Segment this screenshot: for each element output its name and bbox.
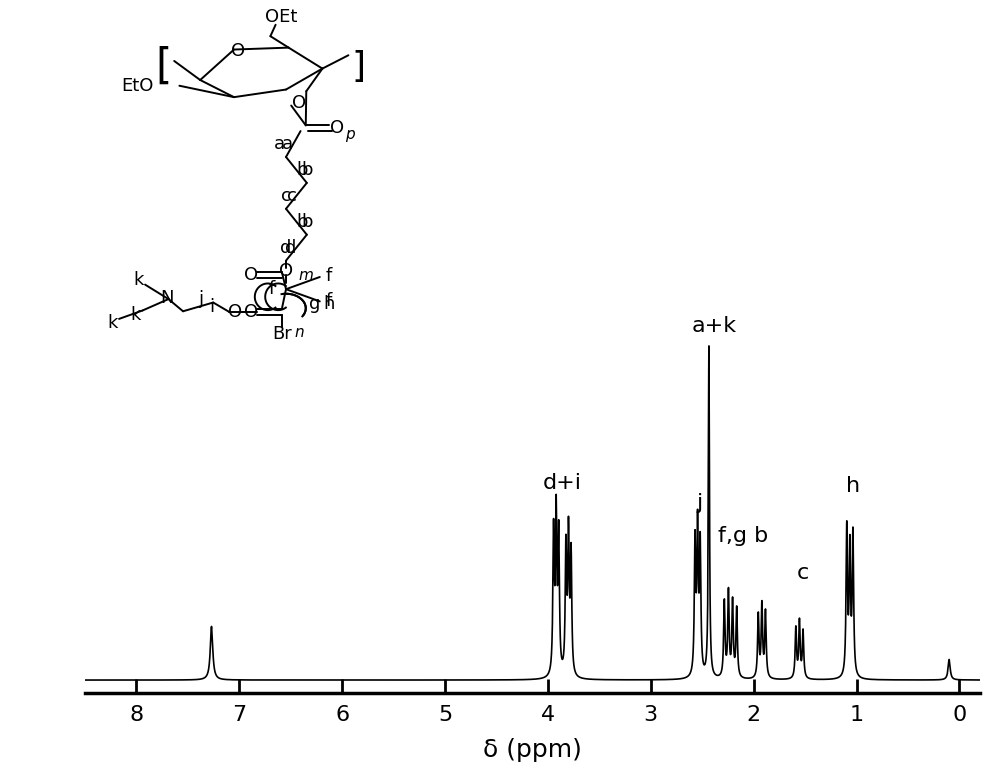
Text: h: h (846, 476, 861, 496)
Text: b: b (296, 213, 308, 231)
Text: b: b (296, 161, 308, 179)
Text: [: [ (156, 46, 172, 88)
Text: f: f (268, 280, 275, 298)
Text: p: p (345, 127, 355, 142)
Text: a: a (282, 135, 293, 153)
Text: OEt: OEt (265, 8, 297, 26)
Text: d+i: d+i (543, 473, 582, 493)
Text: d: d (280, 239, 291, 257)
Text: a: a (274, 135, 285, 153)
Text: c: c (281, 187, 291, 205)
Text: O: O (228, 303, 243, 321)
Text: n: n (294, 325, 304, 341)
Text: a+k: a+k (692, 316, 737, 336)
Text: j: j (198, 290, 203, 309)
Text: O: O (330, 119, 344, 137)
Text: O: O (231, 43, 245, 60)
Text: O: O (244, 266, 258, 284)
Text: f: f (326, 267, 332, 285)
Text: Br: Br (272, 325, 292, 343)
Text: k: k (133, 271, 144, 289)
Text: f,g b: f,g b (718, 527, 769, 546)
Text: k: k (107, 314, 118, 331)
Text: h: h (323, 295, 334, 312)
Text: c: c (287, 187, 296, 205)
Text: j: j (696, 493, 702, 513)
Text: m: m (298, 268, 313, 283)
Text: O: O (279, 262, 293, 280)
Text: i: i (209, 298, 214, 316)
Text: N: N (161, 290, 174, 307)
X-axis label: δ (ppm): δ (ppm) (483, 738, 582, 762)
Text: O: O (244, 303, 258, 321)
Text: ]: ] (352, 50, 366, 84)
Text: O: O (292, 94, 306, 112)
Text: f: f (326, 293, 332, 310)
Text: d: d (285, 239, 296, 257)
Text: b: b (302, 213, 313, 231)
Text: b: b (302, 161, 313, 179)
Text: c: c (797, 563, 809, 583)
Text: g: g (309, 295, 320, 312)
Text: k: k (131, 306, 141, 324)
Text: EtO: EtO (121, 77, 153, 94)
